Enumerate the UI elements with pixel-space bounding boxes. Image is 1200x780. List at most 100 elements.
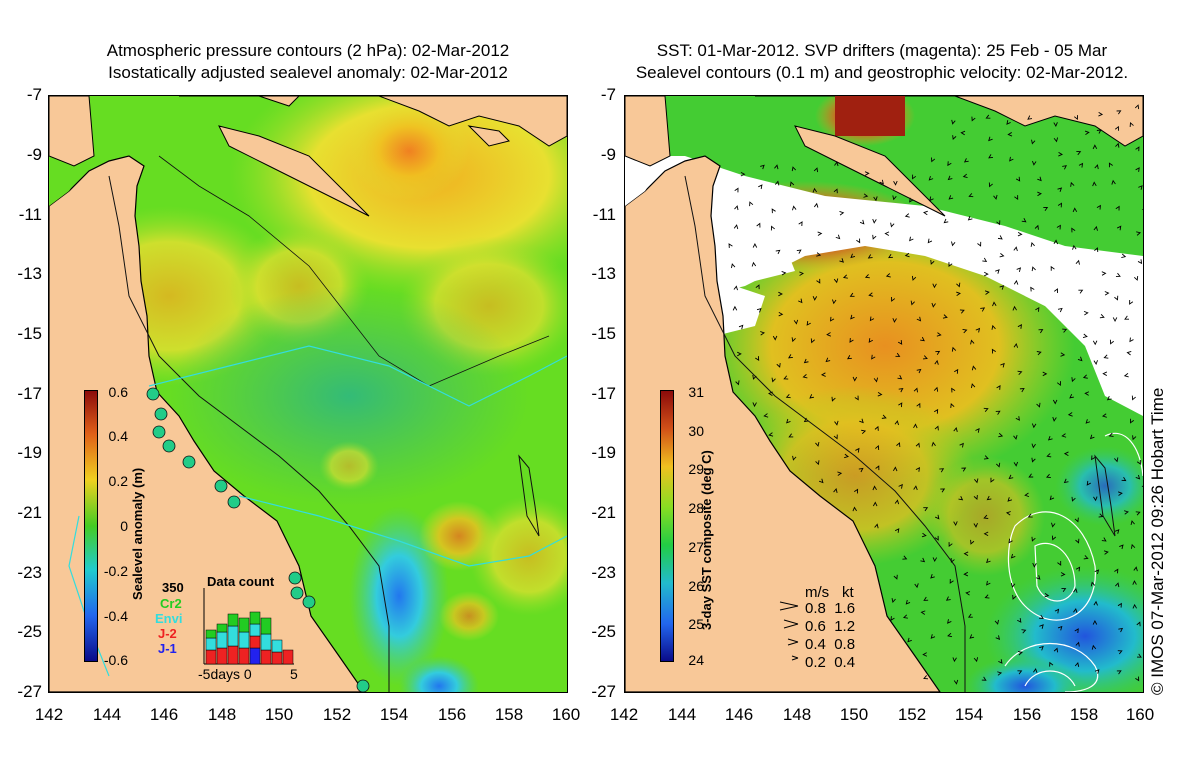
velocity-arrow xyxy=(916,368,922,374)
velocity-arrow xyxy=(1017,670,1023,675)
sst-colorbar xyxy=(660,390,674,662)
velocity-arrow xyxy=(732,305,738,311)
velocity-arrow xyxy=(1118,627,1124,633)
lon-label-left-0: 142 xyxy=(34,705,64,724)
velocity-arrow xyxy=(1031,139,1036,145)
lat-label-right-9: -25 xyxy=(591,622,616,641)
velocity-arrow xyxy=(842,274,848,279)
lat-label-left-3: -13 xyxy=(17,264,42,283)
velocity-arrow xyxy=(1135,511,1141,516)
velocity-arrow xyxy=(1013,461,1019,467)
velocity-kt-1: 1.6 xyxy=(834,600,856,617)
sst-tick-2: 29 xyxy=(688,461,704,477)
velocity-kt-2: 1.2 xyxy=(834,618,856,635)
velocity-arrow xyxy=(888,253,893,259)
velocity-arrow xyxy=(993,194,998,200)
velocity-arrow xyxy=(1114,529,1120,534)
velocity-arrow xyxy=(1047,435,1053,441)
velocity-arrow xyxy=(1099,314,1105,319)
sealevel-anomaly-map[interactable] xyxy=(48,95,568,693)
velocity-arrow xyxy=(1137,259,1143,265)
velocity-arrow xyxy=(826,332,832,337)
sat-cr2: Cr2 xyxy=(160,596,182,611)
velocity-arrow xyxy=(850,253,856,259)
velocity-arrow xyxy=(1053,137,1059,143)
velocity-arrow xyxy=(755,356,760,361)
velocity-arrow xyxy=(820,372,826,377)
velocity-arrow xyxy=(1071,377,1076,383)
velocity-arrow xyxy=(915,442,920,448)
velocity-arrow xyxy=(763,413,769,418)
velocity-arrow xyxy=(968,193,974,198)
velocity-arrow xyxy=(1084,130,1090,136)
velocity-arrow xyxy=(956,282,961,288)
velocity-arrow xyxy=(1057,560,1062,566)
velocity-arrow xyxy=(1078,162,1084,168)
velocity-arrow xyxy=(1096,129,1102,134)
sst-map[interactable] xyxy=(624,95,1144,693)
velocity-arrow xyxy=(728,243,733,248)
velocity-arrow xyxy=(914,583,919,589)
velocity-arrow xyxy=(922,355,928,360)
velocity-arrow xyxy=(1135,676,1140,682)
velocity-arrow xyxy=(1092,340,1098,346)
velocity-arrow xyxy=(967,215,973,221)
velocity-arrow xyxy=(898,402,903,408)
velocity-arrow xyxy=(998,659,1003,664)
velocity-arrow xyxy=(996,220,1001,226)
sla-tick-5: -0.4 xyxy=(103,608,128,624)
velocity-arrow xyxy=(1027,115,1033,120)
velocity-arrow xyxy=(768,432,774,437)
left-title-line2: Isostatically adjusted sealevel anomaly:… xyxy=(108,63,508,82)
velocity-arrow xyxy=(1111,179,1116,185)
velocity-arrow xyxy=(894,499,900,505)
velocity-arrow xyxy=(1071,227,1076,233)
velocity-arrow xyxy=(737,351,742,357)
velocity-arrow xyxy=(1005,511,1011,516)
velocity-arrow xyxy=(947,161,952,167)
velocity-arrow xyxy=(1138,185,1143,190)
velocity-arrow xyxy=(847,355,852,360)
velocity-arrow xyxy=(945,596,951,601)
velocity-arrow xyxy=(933,408,939,414)
velocity-arrow xyxy=(809,394,815,399)
velocity-arrow xyxy=(813,202,819,208)
velocity-arrow xyxy=(734,205,739,211)
velocity-arrow xyxy=(892,195,897,201)
velocity-arrow xyxy=(1086,480,1091,486)
velocity-arrow xyxy=(975,327,981,333)
velocity-arrow xyxy=(1021,629,1027,634)
velocity-arrow xyxy=(1129,122,1134,127)
velocity-arrow xyxy=(928,175,934,181)
velocity-arrow xyxy=(953,427,958,432)
velocity-arrow xyxy=(982,257,988,262)
velocity-arrow xyxy=(1017,618,1022,623)
velocity-arrow xyxy=(910,300,915,306)
velocity-arrow xyxy=(1014,195,1019,200)
copyright-label: © IMOS 07-Mar-2012 09:26 Hobart Time xyxy=(1148,387,1167,695)
velocity-arrow xyxy=(959,309,965,314)
velocity-arrow xyxy=(791,337,796,343)
lat-label-right-1: -9 xyxy=(600,145,616,164)
velocity-arrow xyxy=(875,445,880,450)
velocity-arrow xyxy=(1115,272,1121,277)
velocity-arrow xyxy=(850,314,855,320)
velocity-arrow xyxy=(1094,164,1099,170)
velocity-arrow xyxy=(999,252,1005,258)
velocity-arrow xyxy=(1093,225,1098,231)
velocity-arrow xyxy=(952,135,957,141)
left-title: Atmospheric pressure contours (2 hPa): 0… xyxy=(48,40,568,84)
velocity-arrow xyxy=(930,574,935,579)
velocity-arrow xyxy=(1063,478,1069,484)
velocity-arrow xyxy=(1136,231,1142,236)
velocity-arrow xyxy=(963,571,969,577)
velocity-arrow xyxy=(1133,566,1138,572)
lat-label-right-2: -11 xyxy=(592,205,616,224)
velocity-arrow xyxy=(772,335,778,341)
velocity-arrow xyxy=(771,377,776,383)
velocity-arrow xyxy=(1130,520,1135,526)
velocity-arrow xyxy=(884,231,890,236)
velocity-arrow xyxy=(852,506,857,512)
velocity-arrow xyxy=(890,222,895,228)
velocity-arrow xyxy=(1060,352,1066,357)
